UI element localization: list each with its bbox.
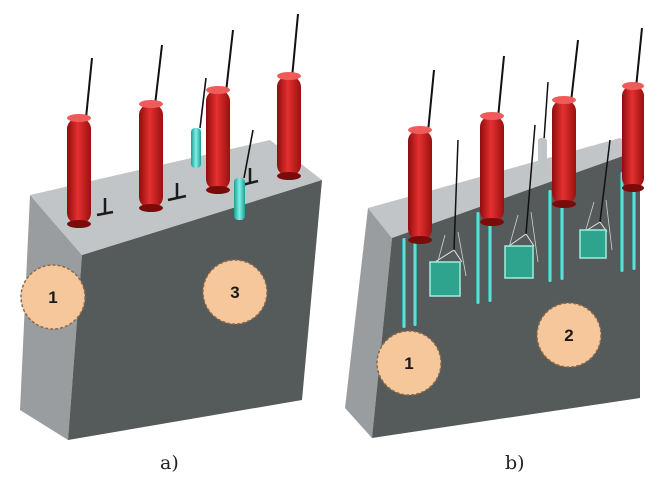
svg-text:3: 3 bbox=[230, 283, 239, 302]
cyan-legs-b bbox=[402, 170, 636, 328]
red-electrode-a2 bbox=[139, 44, 163, 212]
svg-text:2: 2 bbox=[564, 326, 573, 345]
red-electrode-a3 bbox=[206, 29, 234, 194]
block-b-side-face bbox=[345, 208, 392, 438]
cyan-probe-a1 bbox=[191, 77, 207, 168]
red-electrode-b2 bbox=[480, 55, 505, 226]
caption-panel-b: b) bbox=[505, 452, 525, 474]
panel-a: 1 3 bbox=[20, 13, 322, 440]
grey-probe-b bbox=[538, 81, 549, 174]
red-electrode-b3 bbox=[552, 39, 579, 208]
red-electrode-b4 bbox=[622, 27, 644, 192]
block-a-front-face bbox=[68, 180, 322, 440]
red-electrode-a4 bbox=[277, 13, 301, 180]
red-electrode-b1 bbox=[408, 69, 435, 244]
red-electrode-a1 bbox=[67, 57, 93, 228]
marker-b-1: 1 bbox=[376, 330, 442, 396]
svg-text:1: 1 bbox=[48, 288, 57, 307]
marker-b-2: 2 bbox=[536, 302, 602, 368]
caption-panel-a: a) bbox=[160, 452, 179, 474]
marker-a-1: 1 bbox=[20, 264, 86, 330]
marker-a-3: 3 bbox=[202, 259, 268, 325]
sensor-b2 bbox=[504, 124, 539, 279]
svg-text:1: 1 bbox=[404, 354, 413, 373]
sensor-b1 bbox=[429, 139, 467, 297]
sensor-b3 bbox=[579, 139, 613, 259]
panel-b: 1 2 bbox=[345, 27, 644, 438]
cyan-probe-a2 bbox=[234, 129, 254, 220]
